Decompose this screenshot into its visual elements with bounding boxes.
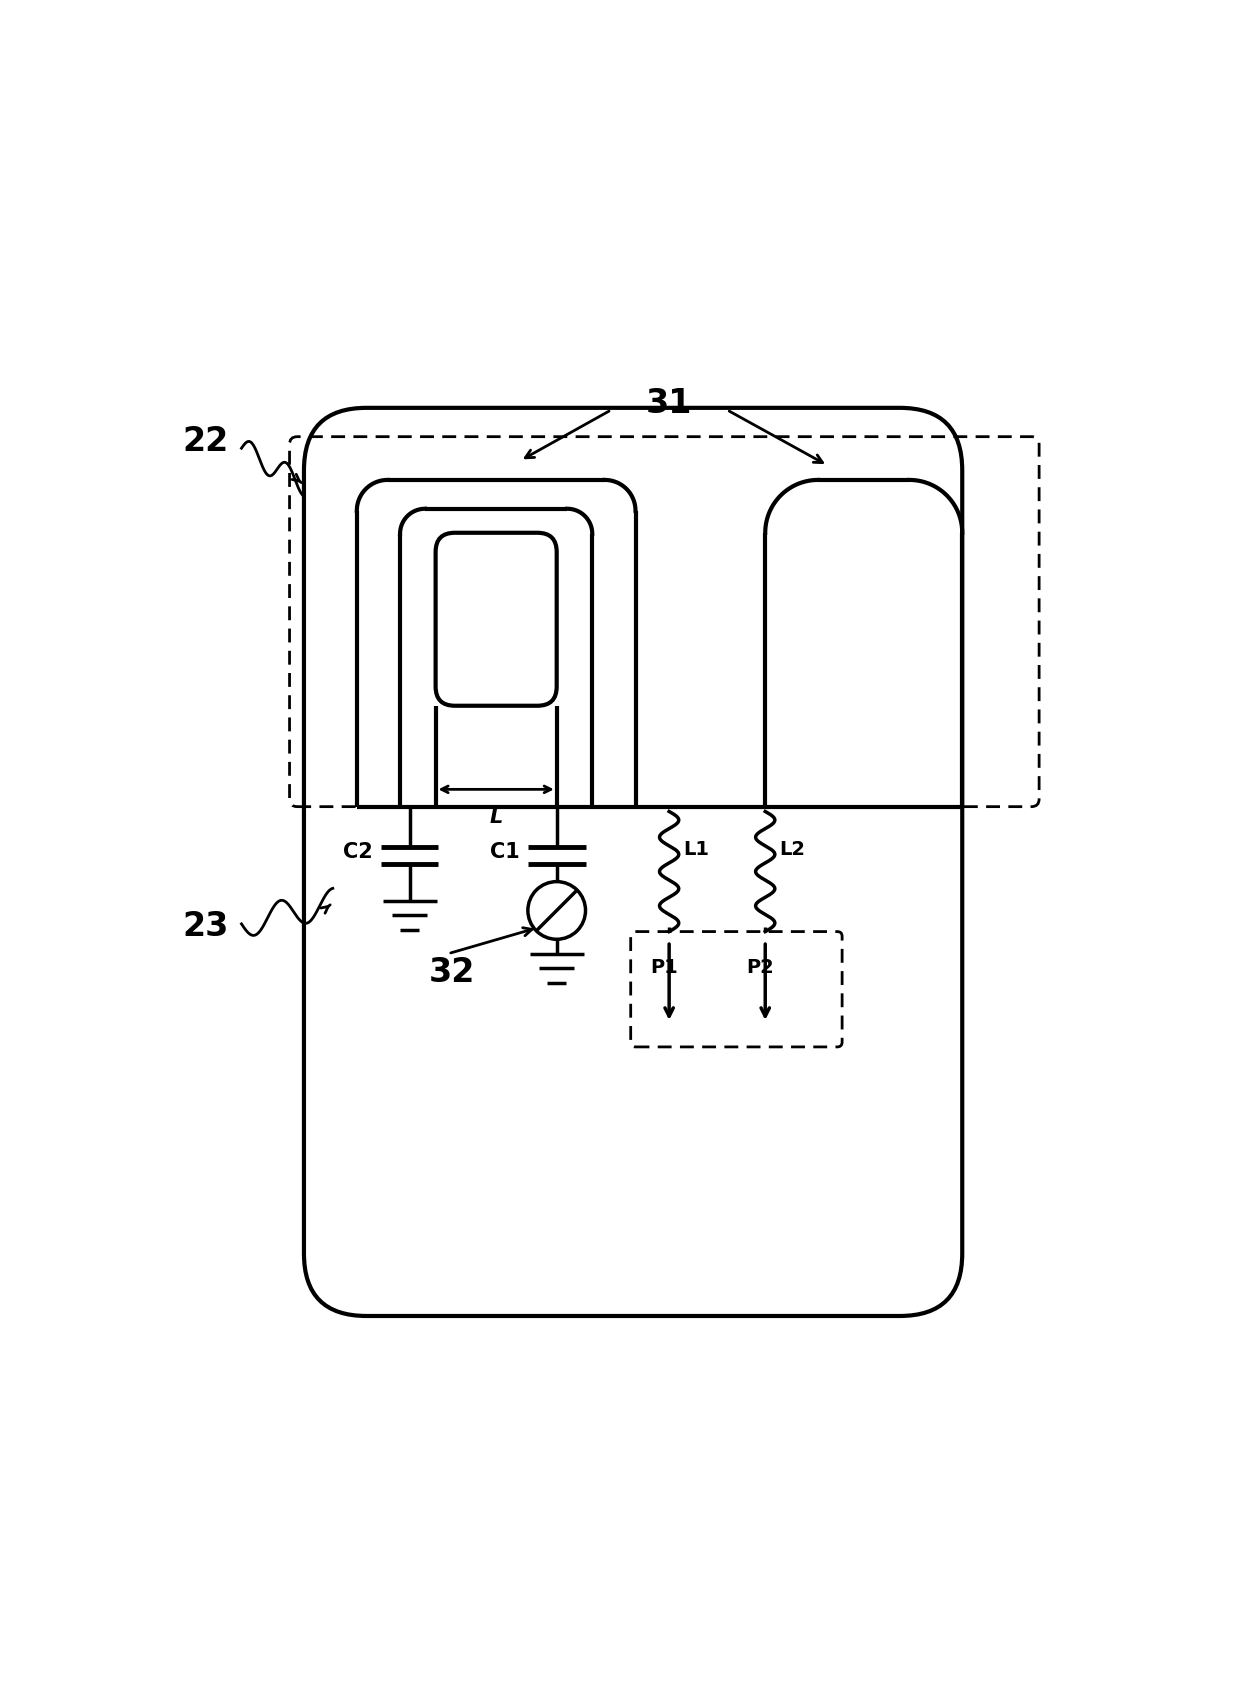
FancyBboxPatch shape bbox=[304, 408, 962, 1316]
Text: 31: 31 bbox=[646, 386, 692, 419]
Circle shape bbox=[528, 882, 585, 940]
FancyBboxPatch shape bbox=[435, 533, 557, 706]
Text: L2: L2 bbox=[780, 841, 806, 860]
Text: P2: P2 bbox=[746, 958, 774, 977]
Text: 32: 32 bbox=[429, 957, 475, 989]
Text: P1: P1 bbox=[651, 958, 678, 977]
Text: L1: L1 bbox=[683, 841, 709, 860]
Text: C1: C1 bbox=[491, 842, 521, 861]
Text: 23: 23 bbox=[182, 911, 228, 943]
Text: L: L bbox=[490, 807, 502, 827]
Text: 22: 22 bbox=[182, 426, 228, 458]
Text: C2: C2 bbox=[343, 842, 373, 861]
